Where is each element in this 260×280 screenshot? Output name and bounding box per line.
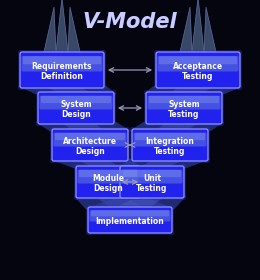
Text: System
Design: System Design bbox=[60, 100, 92, 119]
FancyBboxPatch shape bbox=[74, 164, 142, 200]
FancyBboxPatch shape bbox=[40, 96, 113, 109]
Polygon shape bbox=[204, 7, 216, 52]
Polygon shape bbox=[74, 196, 174, 209]
FancyBboxPatch shape bbox=[149, 96, 219, 103]
FancyBboxPatch shape bbox=[130, 127, 210, 163]
Polygon shape bbox=[192, 0, 204, 52]
FancyBboxPatch shape bbox=[123, 170, 181, 177]
FancyBboxPatch shape bbox=[52, 129, 128, 161]
FancyBboxPatch shape bbox=[132, 129, 208, 161]
FancyBboxPatch shape bbox=[91, 210, 169, 216]
FancyBboxPatch shape bbox=[18, 50, 106, 90]
Text: Architecture
Design: Architecture Design bbox=[63, 137, 117, 156]
FancyBboxPatch shape bbox=[50, 127, 130, 163]
Text: Integration
Testing: Integration Testing bbox=[146, 137, 194, 156]
Polygon shape bbox=[44, 7, 56, 52]
Polygon shape bbox=[112, 196, 166, 209]
Polygon shape bbox=[154, 122, 200, 131]
Polygon shape bbox=[68, 7, 80, 52]
Polygon shape bbox=[168, 86, 216, 94]
Polygon shape bbox=[44, 86, 92, 94]
Text: Module
Design: Module Design bbox=[92, 174, 124, 193]
FancyBboxPatch shape bbox=[54, 133, 127, 146]
FancyBboxPatch shape bbox=[120, 166, 184, 198]
FancyBboxPatch shape bbox=[79, 170, 137, 177]
Polygon shape bbox=[180, 7, 192, 52]
FancyBboxPatch shape bbox=[158, 56, 238, 71]
FancyBboxPatch shape bbox=[121, 170, 183, 183]
Text: Acceptance
Testing: Acceptance Testing bbox=[173, 62, 223, 81]
FancyBboxPatch shape bbox=[20, 52, 104, 88]
FancyBboxPatch shape bbox=[159, 56, 237, 64]
Polygon shape bbox=[60, 122, 106, 131]
Text: V-Model: V-Model bbox=[83, 12, 177, 32]
Polygon shape bbox=[18, 86, 116, 94]
Polygon shape bbox=[138, 159, 186, 168]
FancyBboxPatch shape bbox=[156, 52, 240, 88]
FancyBboxPatch shape bbox=[144, 90, 224, 126]
Text: System
Testing: System Testing bbox=[168, 100, 200, 119]
FancyBboxPatch shape bbox=[133, 133, 206, 146]
Text: Implementation: Implementation bbox=[96, 217, 164, 226]
FancyBboxPatch shape bbox=[76, 166, 140, 198]
Polygon shape bbox=[144, 86, 242, 94]
FancyBboxPatch shape bbox=[86, 205, 174, 235]
Polygon shape bbox=[36, 122, 130, 131]
FancyBboxPatch shape bbox=[146, 92, 222, 124]
FancyBboxPatch shape bbox=[89, 210, 171, 221]
Text: V-Model: V-Model bbox=[83, 12, 177, 32]
FancyBboxPatch shape bbox=[135, 133, 205, 140]
Polygon shape bbox=[130, 122, 224, 131]
FancyBboxPatch shape bbox=[22, 56, 102, 71]
FancyBboxPatch shape bbox=[36, 90, 116, 126]
Text: Requirements
Definition: Requirements Definition bbox=[32, 62, 92, 81]
FancyBboxPatch shape bbox=[77, 170, 139, 183]
FancyBboxPatch shape bbox=[41, 96, 111, 103]
FancyBboxPatch shape bbox=[38, 92, 114, 124]
FancyBboxPatch shape bbox=[23, 56, 101, 64]
Polygon shape bbox=[50, 159, 142, 168]
Polygon shape bbox=[56, 0, 68, 52]
FancyBboxPatch shape bbox=[154, 50, 242, 90]
FancyBboxPatch shape bbox=[88, 207, 172, 233]
Polygon shape bbox=[94, 196, 148, 209]
Polygon shape bbox=[118, 159, 210, 168]
Polygon shape bbox=[74, 159, 122, 168]
Text: Unit
Testing: Unit Testing bbox=[136, 174, 168, 193]
FancyBboxPatch shape bbox=[118, 164, 186, 200]
Polygon shape bbox=[86, 196, 186, 209]
FancyBboxPatch shape bbox=[147, 96, 220, 109]
FancyBboxPatch shape bbox=[55, 133, 125, 140]
